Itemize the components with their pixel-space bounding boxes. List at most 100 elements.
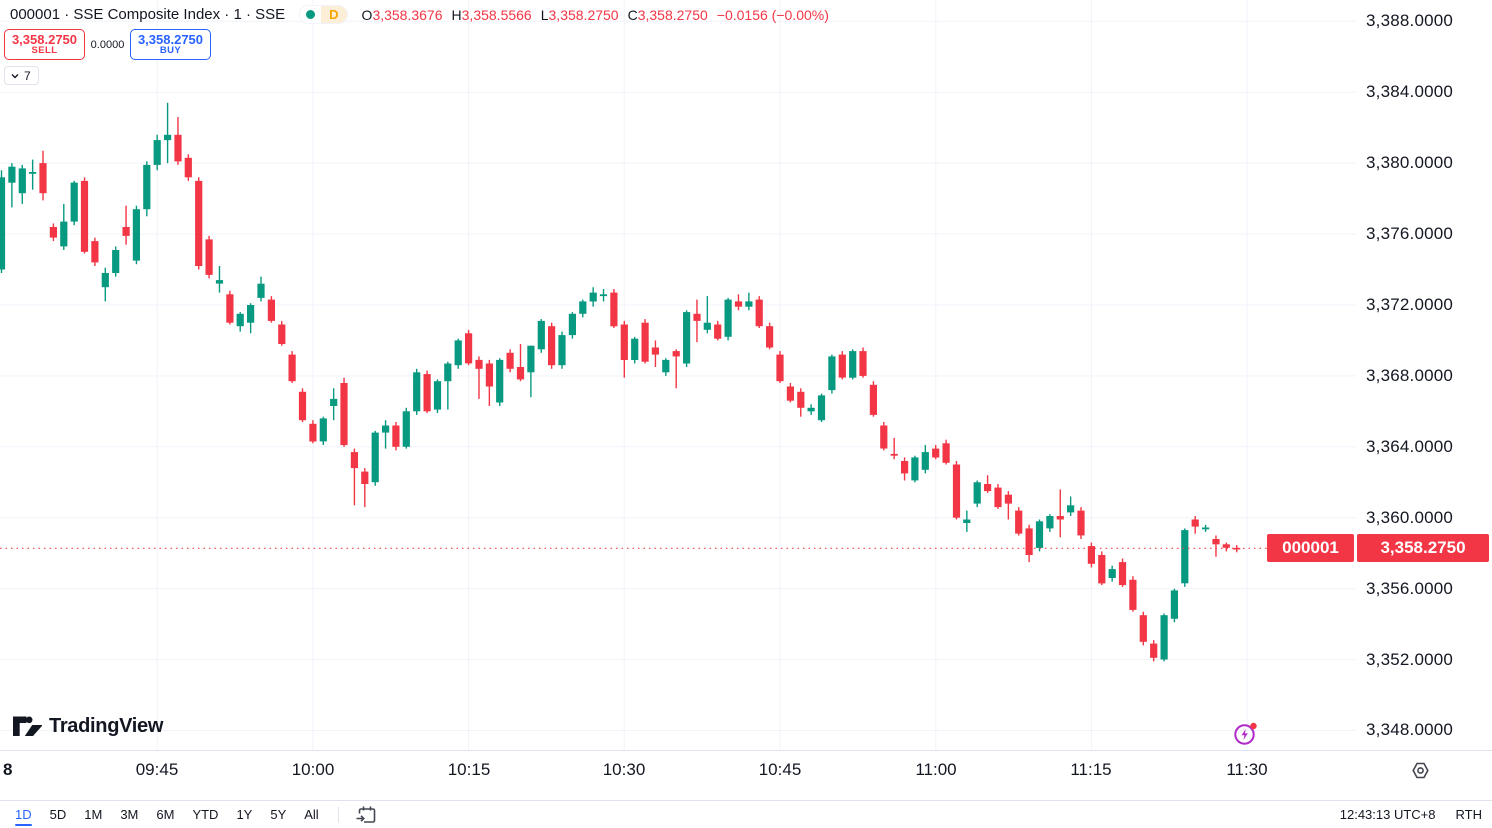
- price-tag-divider: [1354, 534, 1357, 562]
- candle-body: [319, 418, 327, 442]
- axis-settings-gear-icon[interactable]: [1410, 760, 1431, 781]
- candle-body: [849, 351, 857, 378]
- candle-body: [651, 347, 659, 355]
- candle-body: [361, 471, 369, 484]
- candle-body: [1160, 615, 1168, 660]
- time-tick-label: 10:00: [291, 760, 335, 779]
- high-value: 3,358.5566: [461, 6, 532, 23]
- candle-body: [952, 464, 961, 518]
- candle-body: [475, 359, 483, 369]
- time-axis[interactable]: 8 09:45 10:00 10:15 10:30 10:45 11:00 11:15 11:…: [0, 750, 1492, 800]
- candle-body: [838, 354, 846, 378]
- candle-body: [516, 367, 525, 380]
- candle-body: [901, 461, 909, 474]
- candle-body: [1150, 643, 1158, 658]
- buy-button[interactable]: 3,358.2750 BUY: [130, 29, 211, 60]
- range-button-6m[interactable]: 6M: [156, 807, 175, 822]
- candle-body: [599, 294, 608, 297]
- candle-body: [485, 363, 493, 387]
- candle-body: [817, 395, 826, 421]
- tradingview-logo[interactable]: TradingView: [13, 715, 163, 738]
- price-axis[interactable]: 3,388.0000 3,384.0000 3,380.0000 3,376.0000…: [1356, 0, 1492, 750]
- range-button-3m[interactable]: 3M: [120, 807, 139, 822]
- daily-badge[interactable]: D: [321, 6, 347, 23]
- bottom-toolbar: 1D 5D 1M 3M 6M YTD 1Y 5Y All 12:43:13 UTC+8 RTH: [0, 800, 1492, 828]
- candlestick-chart-canvas[interactable]: [0, 0, 1356, 750]
- candle-body: [506, 352, 514, 369]
- calendar-arrow-icon: [356, 806, 376, 823]
- time-tick-label: 09:45: [135, 760, 179, 779]
- toolbar-divider: [337, 806, 339, 823]
- candle-body: [60, 221, 68, 247]
- tradingview-wordmark: TradingView: [49, 715, 164, 737]
- candle-body: [589, 292, 597, 302]
- candle-body: [309, 423, 317, 442]
- price-tick-label: 3,352.0000: [1366, 650, 1454, 669]
- candle-body: [1035, 521, 1044, 548]
- candle-body: [91, 241, 99, 263]
- market-open-dot-segment: [300, 6, 322, 23]
- candle-body: [496, 359, 504, 403]
- candle-body: [807, 407, 815, 412]
- range-button-all[interactable]: All: [304, 807, 319, 822]
- candle-body: [413, 372, 421, 412]
- quantity-value: 7: [24, 68, 31, 83]
- market-status-dot-icon: [306, 10, 316, 19]
- candle-body: [184, 157, 192, 178]
- candle-body: [454, 340, 462, 366]
- symbol-title[interactable]: 000001 · SSE Composite Index · 1 · SSE: [10, 6, 286, 23]
- candle-body: [247, 305, 255, 323]
- candle-body: [703, 322, 711, 330]
- close-value: 3,358.2750: [637, 6, 708, 23]
- candle-body: [797, 391, 805, 408]
- candle-body: [164, 134, 172, 141]
- sell-button[interactable]: 3,358.2750 SELL: [4, 29, 85, 60]
- range-button-5y[interactable]: 5Y: [270, 807, 287, 822]
- candle-body: [911, 457, 919, 481]
- candle-body: [1067, 505, 1075, 513]
- range-button-1y[interactable]: 1Y: [236, 807, 253, 822]
- range-selector: 1D 5D 1M 3M 6M YTD 1Y 5Y All: [6, 801, 383, 828]
- range-button-ytd[interactable]: YTD: [192, 807, 219, 822]
- candle-body: [683, 312, 691, 364]
- range-button-1m[interactable]: 1M: [84, 807, 103, 822]
- candle-body: [880, 425, 888, 449]
- candle-body: [963, 519, 971, 523]
- clock[interactable]: 12:43:13 UTC+8: [1339, 807, 1436, 822]
- candle-body: [1004, 494, 1012, 504]
- range-button-5d[interactable]: 5D: [49, 807, 67, 822]
- candle-body: [693, 313, 701, 321]
- session-toggle[interactable]: RTH: [1455, 807, 1482, 822]
- candle-body: [1087, 546, 1095, 564]
- candle-body: [122, 227, 130, 236]
- timeframe-pill[interactable]: D: [299, 5, 348, 24]
- quantity-dropdown[interactable]: 7: [4, 66, 39, 85]
- candle-body: [786, 386, 794, 401]
- candle-body: [371, 432, 379, 483]
- candle-body: [631, 338, 639, 360]
- time-tick-label: 11:00: [915, 760, 957, 779]
- price-tick-label: 3,376.0000: [1366, 224, 1454, 243]
- candle-body: [1222, 544, 1230, 548]
- price-tick-label: 3,384.0000: [1366, 82, 1454, 101]
- change-value: −0.0156 (−0.00%): [716, 6, 829, 23]
- candle-body: [776, 354, 784, 382]
- date-range-button[interactable]: [349, 805, 383, 825]
- low-label: L: [540, 6, 549, 23]
- last-price-value: 3,358.2750: [1357, 534, 1489, 562]
- candle-body: [143, 164, 151, 210]
- candle-body: [984, 484, 992, 492]
- trading-panel-bubble[interactable]: [1232, 720, 1259, 747]
- time-tick-label: 11:30: [1226, 760, 1268, 779]
- candle-body: [921, 452, 929, 470]
- candle-body: [714, 324, 722, 339]
- candle-body: [29, 172, 37, 174]
- candle-body: [672, 351, 680, 357]
- candle-body: [1129, 579, 1137, 610]
- candle-body: [734, 301, 743, 307]
- buy-price: 3,358.2750: [137, 31, 204, 47]
- candle-body: [620, 324, 628, 360]
- last-price-label: 000001 3,358.2750: [1267, 534, 1489, 562]
- range-button-1d[interactable]: 1D: [6, 801, 41, 828]
